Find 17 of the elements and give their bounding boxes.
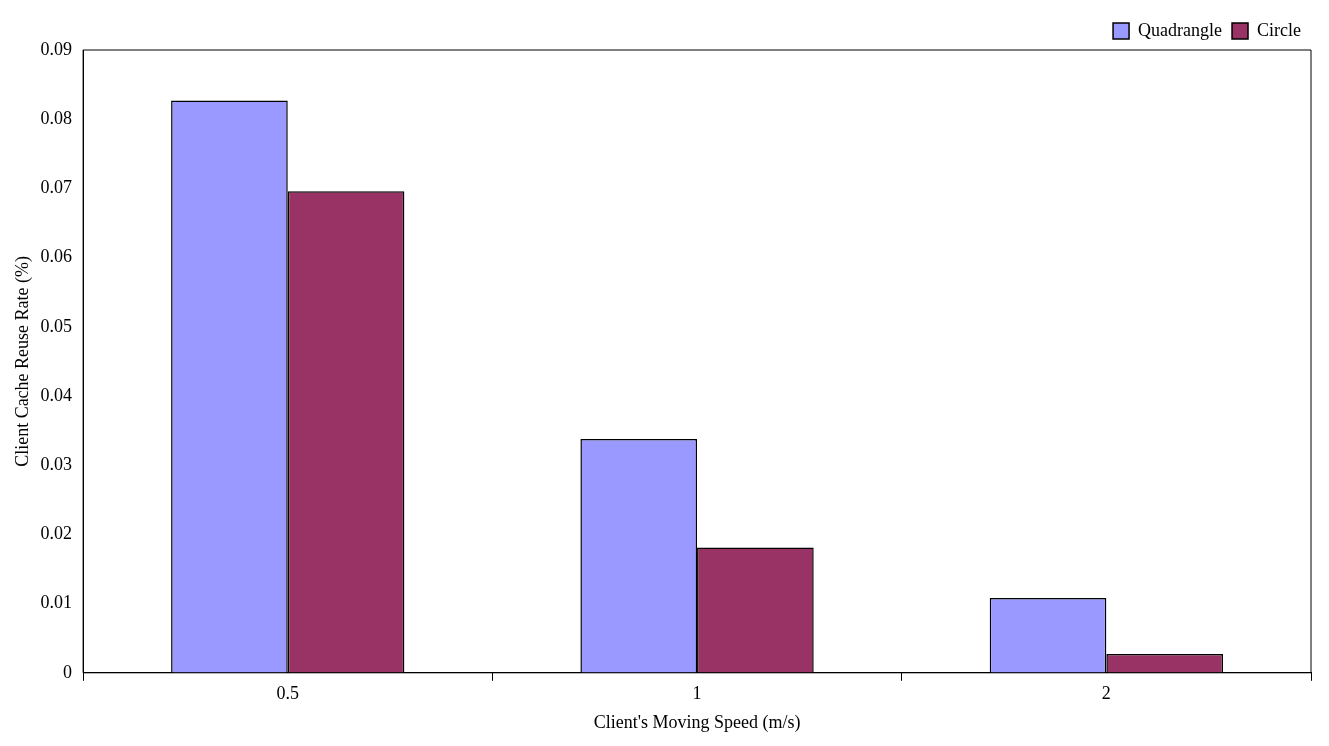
y-tick-label: 0.07 bbox=[40, 177, 73, 198]
legend-label: Circle bbox=[1257, 19, 1302, 40]
y-tick-label: 0 bbox=[63, 661, 73, 682]
x-axis-title: Client's Moving Speed (m/s) bbox=[593, 711, 801, 733]
y-tick-label: 0.02 bbox=[40, 523, 73, 544]
y-tick-label: 0.04 bbox=[40, 384, 73, 405]
x-tick-label: 2 bbox=[1101, 683, 1111, 704]
y-axis-title: Client Cache Reuse Rate (%) bbox=[11, 255, 33, 467]
y-tick-label: 0.05 bbox=[40, 315, 73, 336]
x-tick-label: 1 bbox=[692, 683, 702, 704]
y-tick-label: 0.03 bbox=[40, 453, 73, 474]
y-tick-label: 0.09 bbox=[40, 38, 73, 59]
y-tick-label: 0.08 bbox=[40, 107, 73, 128]
x-tick-label: 0.5 bbox=[276, 683, 299, 704]
y-tick-label: 0.06 bbox=[40, 246, 73, 267]
legend-label: Quadrangle bbox=[1138, 19, 1223, 40]
y-tick-label: 0.01 bbox=[40, 592, 73, 613]
